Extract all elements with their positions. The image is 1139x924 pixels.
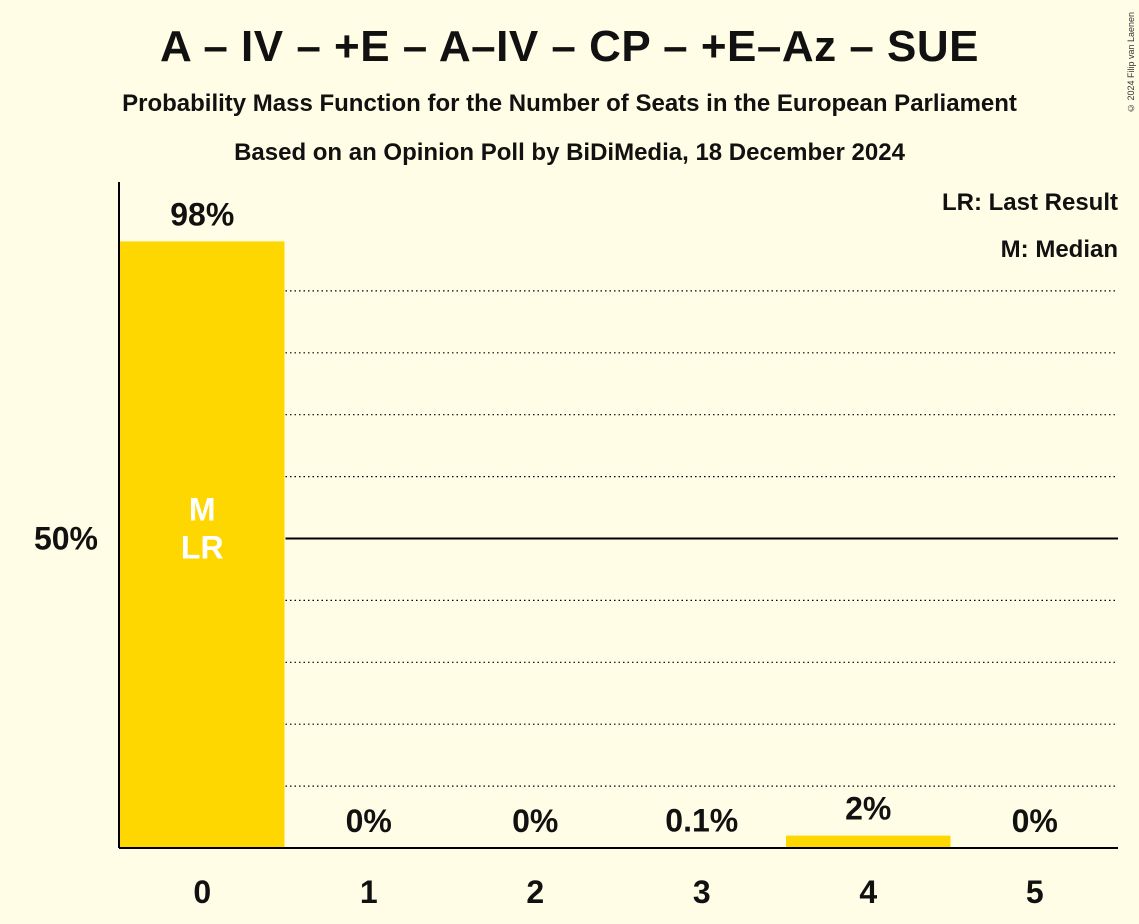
- data-label: 0%: [512, 803, 558, 839]
- bar-annotation: M: [189, 492, 216, 528]
- x-tick-label: 2: [526, 874, 544, 910]
- chart-subtitle: Probability Mass Function for the Number…: [122, 90, 1017, 117]
- data-label: 0.1%: [665, 802, 738, 838]
- axes: [118, 182, 1118, 849]
- labels: 0 1 2 3 4 5 50% 98% 0% 0% 0.1% 2% 0% MLR: [34, 196, 1058, 910]
- bars: [120, 241, 951, 848]
- y-tick-label: 50%: [34, 521, 98, 557]
- x-tick-label: 0: [193, 874, 211, 910]
- x-tick-label: 3: [693, 874, 711, 910]
- bar-0: [120, 241, 285, 848]
- legend-median: M: Median: [1001, 236, 1118, 263]
- data-label: 0%: [1012, 803, 1058, 839]
- chart-source-subtitle: Based on an Opinion Poll by BiDiMedia, 1…: [234, 139, 905, 166]
- bar-4: [786, 835, 951, 848]
- bar-annotation: LR: [181, 530, 224, 566]
- x-tick-label: 5: [1026, 874, 1044, 910]
- data-label: 98%: [170, 196, 234, 232]
- gridlines: [285, 290, 1118, 787]
- data-label: 0%: [346, 803, 392, 839]
- data-label: 2%: [845, 791, 891, 827]
- chart-title: A – IV – +E – A–IV – CP – +E–Az – SUE: [159, 22, 980, 71]
- x-tick-label: 4: [859, 874, 877, 910]
- legend-last-result: LR: Last Result: [942, 189, 1118, 216]
- x-tick-label: 1: [360, 874, 378, 910]
